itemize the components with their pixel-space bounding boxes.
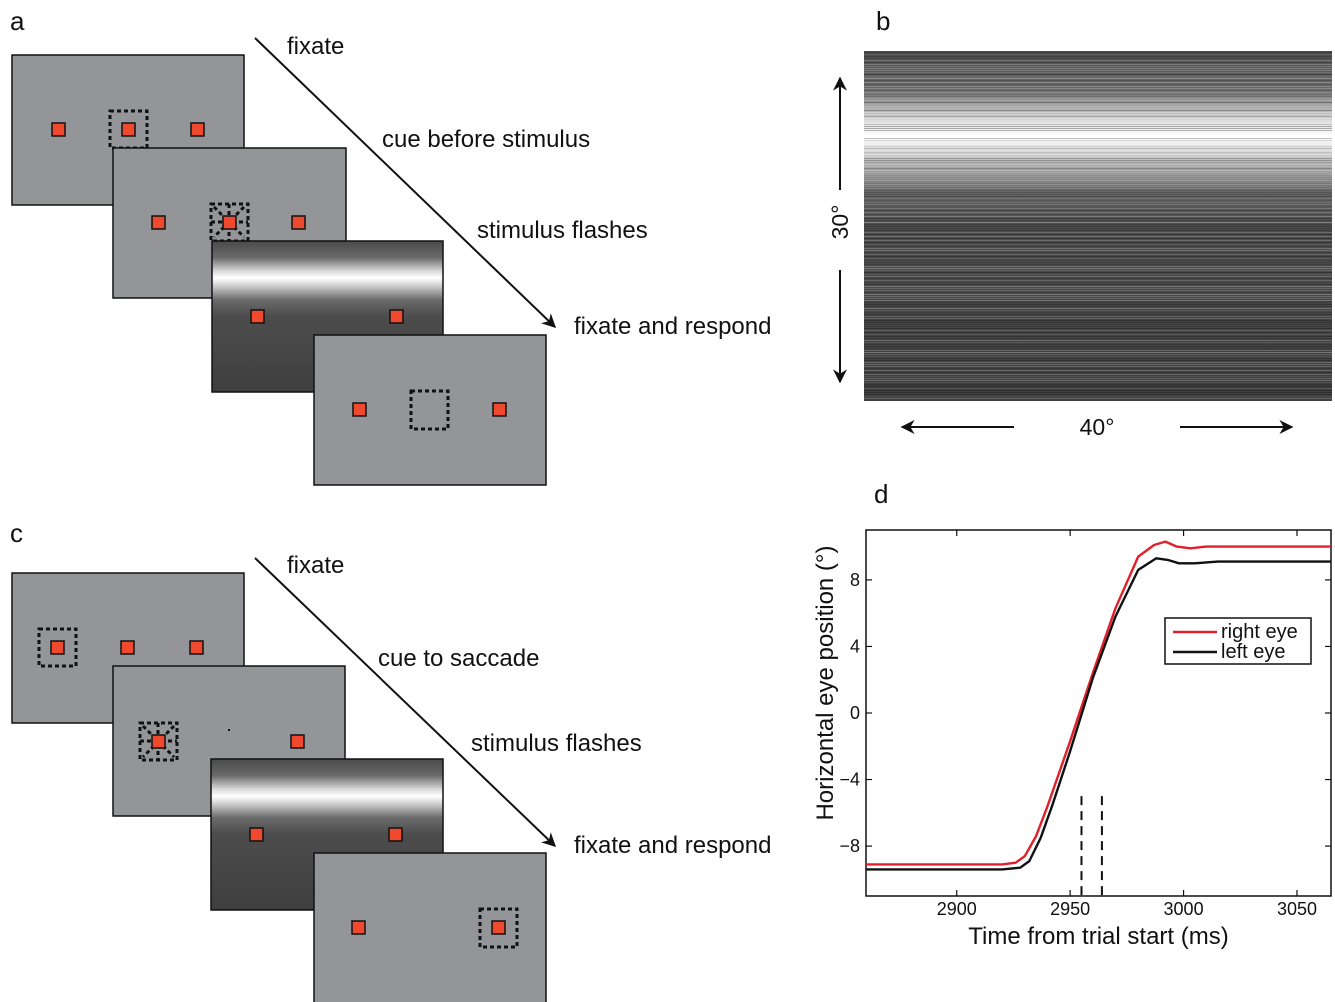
target-square: [151, 215, 166, 230]
step-fixate-label: fixate: [287, 552, 344, 579]
x-axis-label: Time from trial start (ms): [968, 923, 1228, 950]
screen-respond: [313, 852, 547, 1002]
plot-area: [865, 529, 1332, 897]
target-square: [121, 122, 136, 137]
cue-dashed-box: [37, 627, 78, 668]
target-square: [249, 827, 264, 842]
y-tick-label: 0: [850, 703, 860, 723]
step-respond-label: fixate and respond: [574, 313, 771, 340]
x-tick-label: 2900: [937, 899, 977, 919]
step-stimulus-label: stimulus flashes: [477, 217, 648, 244]
stimulus-noise-stripes: [864, 52, 1332, 399]
x-tick-label: 3050: [1277, 899, 1317, 919]
y-tick-label: −8: [839, 836, 860, 856]
x-tick-label: 3000: [1164, 899, 1204, 919]
fixation-dot: [228, 729, 230, 731]
target-square: [50, 640, 65, 655]
timeline-arrow: [254, 557, 557, 847]
target-square: [352, 402, 367, 417]
target-square: [491, 920, 506, 935]
target-square: [222, 215, 237, 230]
panel-c-label: c: [10, 518, 23, 548]
target-square: [388, 827, 403, 842]
panel-b: b 30° 40°: [827, 6, 1332, 440]
stimulus-image: [864, 51, 1332, 401]
y-tick-label: 8: [850, 570, 860, 590]
y-tick-label: −4: [839, 770, 860, 790]
timeline-arrow: [254, 37, 557, 328]
target-square: [151, 734, 166, 749]
step-stimulus-label: stimulus flashes: [471, 730, 642, 757]
panel-a: a fixate cue before stimulus stimulus fl…: [10, 6, 771, 486]
target-square: [189, 640, 204, 655]
target-square: [351, 920, 366, 935]
target-square: [250, 309, 265, 324]
target-square: [389, 309, 404, 324]
legend-label: left eye: [1221, 641, 1285, 663]
y-axis-label: Horizontal eye position (°): [812, 545, 839, 820]
horizontal-extent-label: 40°: [1080, 414, 1115, 440]
panel-c: c fixate cue to saccade stimulus flashes…: [10, 518, 771, 1002]
step-cue-label: cue to saccade: [378, 645, 539, 672]
target-square: [120, 640, 135, 655]
response-dashed-box: [478, 907, 519, 949]
step-fixate-label: fixate: [287, 33, 344, 60]
screen-respond: [313, 334, 547, 486]
target-square: [51, 122, 66, 137]
step-respond-label: fixate and respond: [574, 832, 771, 859]
target-square: [290, 734, 305, 749]
target-square: [492, 402, 507, 417]
x-tick-label: 2950: [1050, 899, 1090, 919]
vertical-extent-label: 30°: [827, 205, 853, 240]
panel-d-label: d: [874, 479, 888, 509]
panel-a-label: a: [10, 6, 25, 36]
y-tick-label: 4: [850, 636, 860, 656]
series-line-left-eye: [866, 557, 1331, 871]
target-square: [190, 122, 205, 137]
step-cue-label: cue before stimulus: [382, 126, 590, 153]
target-square: [291, 215, 306, 230]
legend-label: right eye: [1221, 621, 1298, 643]
series-line-right-eye: [866, 540, 1331, 866]
panel-b-label: b: [876, 6, 890, 36]
response-dashed-box: [409, 389, 450, 431]
